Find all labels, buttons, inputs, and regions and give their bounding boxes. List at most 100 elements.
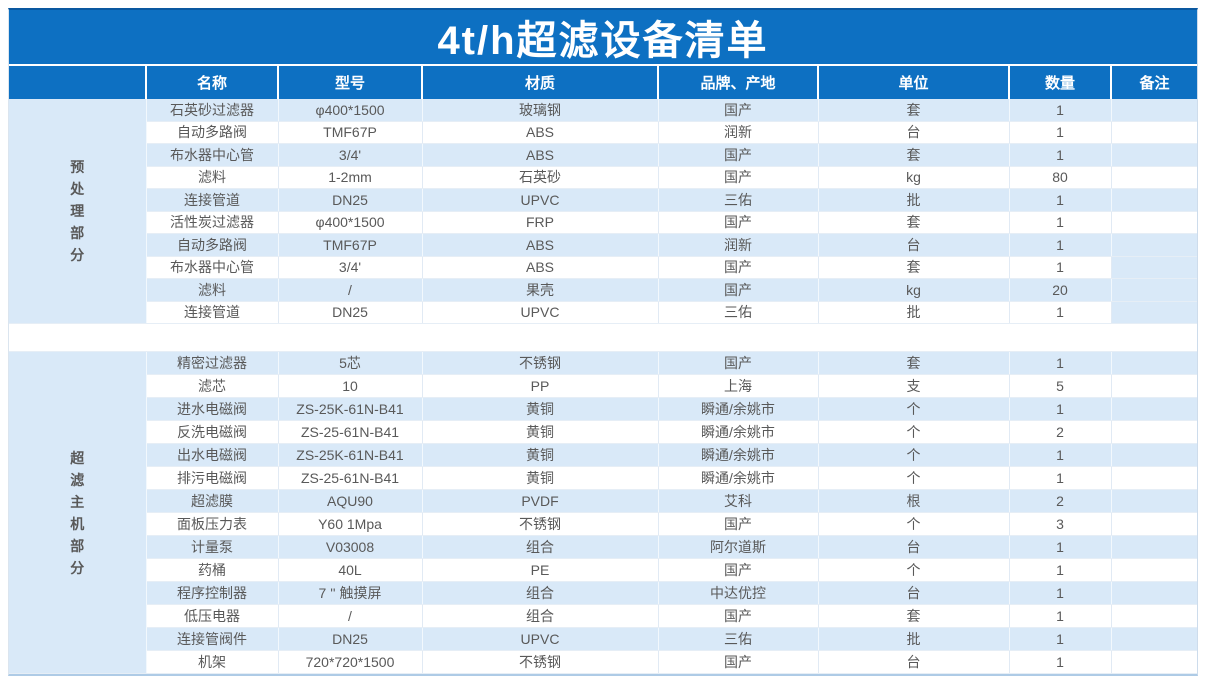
name-cell[interactable]: 药桶 [146,558,279,582]
name-cell[interactable]: 机架 [146,650,279,674]
material-cell[interactable]: 组合 [422,581,659,605]
brand-cell[interactable]: 润新 [658,233,819,257]
unit-cell[interactable]: 个 [818,512,1010,536]
quantity-cell[interactable]: 3 [1009,512,1112,536]
remark-cell[interactable] [1111,278,1197,302]
brand-cell[interactable]: 国产 [658,650,819,674]
name-cell[interactable]: 面板压力表 [146,512,279,536]
remark-cell[interactable] [1111,188,1197,212]
material-cell[interactable]: 组合 [422,604,659,628]
quantity-cell[interactable]: 1 [1009,627,1112,651]
remark-cell[interactable] [1111,233,1197,257]
remark-cell[interactable] [1111,489,1197,513]
name-cell[interactable]: 石英砂过滤器 [146,99,279,122]
name-cell[interactable]: 自动多路阀 [146,233,279,257]
model-cell[interactable]: 7 '' 触摸屏 [278,581,423,605]
brand-cell[interactable]: 瞬通/余姚市 [658,466,819,490]
brand-cell[interactable]: 国产 [658,604,819,628]
quantity-cell[interactable]: 2 [1009,489,1112,513]
quantity-cell[interactable]: 80 [1009,166,1112,189]
model-cell[interactable]: DN25 [278,188,423,212]
material-cell[interactable]: 果壳 [422,278,659,302]
brand-cell[interactable]: 瞬通/余姚市 [658,420,819,444]
unit-cell[interactable]: 台 [818,121,1010,144]
model-cell[interactable]: DN25 [278,627,423,651]
remark-cell[interactable] [1111,166,1197,189]
quantity-cell[interactable]: 20 [1009,278,1112,302]
brand-cell[interactable]: 国产 [658,558,819,582]
brand-cell[interactable]: 国产 [658,143,819,167]
brand-cell[interactable]: 三佑 [658,301,819,324]
model-cell[interactable]: Y60 1Mpa [278,512,423,536]
header-model[interactable]: 型号 [278,66,423,99]
name-cell[interactable]: 出水电磁阀 [146,443,279,467]
header-brand-origin[interactable]: 品牌、产地 [658,66,819,99]
brand-cell[interactable]: 三佑 [658,627,819,651]
brand-cell[interactable]: 瞬通/余姚市 [658,397,819,421]
header-quantity[interactable]: 数量 [1009,66,1112,99]
material-cell[interactable]: UPVC [422,301,659,324]
name-cell[interactable]: 活性炭过滤器 [146,211,279,234]
material-cell[interactable]: 黄铜 [422,420,659,444]
model-cell[interactable]: φ400*1500 [278,99,423,122]
name-cell[interactable]: 精密过滤器 [146,351,279,375]
name-cell[interactable]: 程序控制器 [146,581,279,605]
quantity-cell[interactable]: 1 [1009,558,1112,582]
unit-cell[interactable]: 个 [818,443,1010,467]
model-cell[interactable]: TMF67P [278,233,423,257]
model-cell[interactable]: 10 [278,374,423,398]
quantity-cell[interactable]: 5 [1009,374,1112,398]
model-cell[interactable]: 40L [278,558,423,582]
brand-cell[interactable]: 润新 [658,121,819,144]
model-cell[interactable]: ZS-25-61N-B41 [278,420,423,444]
unit-cell[interactable]: 台 [818,581,1010,605]
brand-cell[interactable]: 三佑 [658,188,819,212]
brand-cell[interactable]: 上海 [658,374,819,398]
remark-cell[interactable] [1111,420,1197,444]
section-label-cell[interactable]: 预处理部分 [9,99,147,324]
name-cell[interactable]: 进水电磁阀 [146,397,279,421]
unit-cell[interactable]: kg [818,278,1010,302]
unit-cell[interactable]: 批 [818,301,1010,324]
unit-cell[interactable]: 套 [818,99,1010,122]
quantity-cell[interactable]: 1 [1009,256,1112,279]
model-cell[interactable]: / [278,604,423,628]
remark-cell[interactable] [1111,627,1197,651]
name-cell[interactable]: 滤芯 [146,374,279,398]
remark-cell[interactable] [1111,211,1197,234]
unit-cell[interactable]: 批 [818,188,1010,212]
name-cell[interactable]: 反洗电磁阀 [146,420,279,444]
quantity-cell[interactable]: 1 [1009,535,1112,559]
remark-cell[interactable] [1111,143,1197,167]
unit-cell[interactable]: 台 [818,233,1010,257]
unit-cell[interactable]: 根 [818,489,1010,513]
model-cell[interactable]: V03008 [278,535,423,559]
material-cell[interactable]: ABS [422,143,659,167]
remark-cell[interactable] [1111,650,1197,674]
remark-cell[interactable] [1111,99,1197,122]
model-cell[interactable]: 3/4' [278,256,423,279]
model-cell[interactable]: TMF67P [278,121,423,144]
unit-cell[interactable]: 个 [818,558,1010,582]
unit-cell[interactable]: 套 [818,256,1010,279]
remark-cell[interactable] [1111,443,1197,467]
name-cell[interactable]: 滤料 [146,278,279,302]
brand-cell[interactable]: 瞬通/余姚市 [658,443,819,467]
quantity-cell[interactable]: 1 [1009,233,1112,257]
quantity-cell[interactable]: 1 [1009,443,1112,467]
material-cell[interactable]: ABS [422,256,659,279]
model-cell[interactable]: 720*720*1500 [278,650,423,674]
unit-cell[interactable]: 套 [818,143,1010,167]
remark-cell[interactable] [1111,121,1197,144]
brand-cell[interactable]: 艾科 [658,489,819,513]
material-cell[interactable]: ABS [422,121,659,144]
quantity-cell[interactable]: 1 [1009,99,1112,122]
brand-cell[interactable]: 中达优控 [658,581,819,605]
unit-cell[interactable]: 批 [818,627,1010,651]
header-name[interactable]: 名称 [146,66,279,99]
quantity-cell[interactable]: 1 [1009,301,1112,324]
unit-cell[interactable]: 套 [818,211,1010,234]
remark-cell[interactable] [1111,351,1197,375]
quantity-cell[interactable]: 1 [1009,466,1112,490]
remark-cell[interactable] [1111,256,1197,279]
